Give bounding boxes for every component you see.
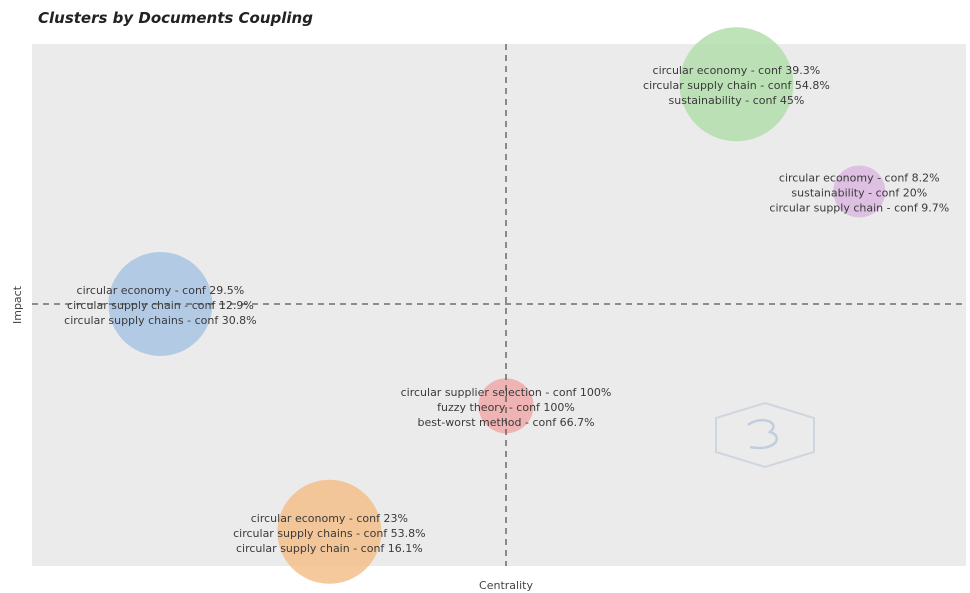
cluster-2-label-2: circular supply chain - conf 54.8%: [643, 79, 830, 92]
x-axis-label: Centrality: [479, 579, 533, 592]
cluster-2-label-3: sustainability - conf 45%: [669, 94, 805, 107]
cluster-5-label-1: circular economy - conf 23%: [251, 512, 408, 525]
cluster-bubble-1[interactable]: [108, 252, 213, 356]
cluster-3-label-1: circular economy - conf 8.2%: [779, 171, 940, 184]
cluster-1-label-3: circular supply chains - conf 30.8%: [64, 314, 257, 327]
cluster-3-label-2: sustainability - conf 20%: [791, 186, 927, 199]
chart-title: Clusters by Documents Coupling: [38, 9, 313, 27]
cluster-5-label-3: circular supply chain - conf 16.1%: [236, 542, 423, 555]
cluster-1-label-2: circular supply chain - conf 12.9%: [67, 299, 254, 312]
cluster-bubble-4[interactable]: [478, 378, 534, 434]
cluster-bubble-3[interactable]: [833, 165, 886, 218]
y-axis-label: Impact: [11, 285, 24, 324]
cluster-5-label-2: circular supply chains - conf 53.8%: [233, 527, 426, 540]
cluster-bubble-5[interactable]: [277, 479, 382, 584]
cluster-2-label-1: circular economy - conf 39.3%: [653, 64, 821, 77]
cluster-4-label-1: circular supplier selection - conf 100%: [401, 386, 612, 399]
cluster-1-label-1: circular economy - conf 29.5%: [77, 284, 245, 297]
cluster-4-label-3: best-worst method - conf 66.7%: [417, 416, 594, 429]
cluster-bubble-2[interactable]: [679, 27, 794, 142]
cluster-4-label-2: fuzzy theory - conf 100%: [437, 401, 575, 414]
watermark-logo: [715, 401, 815, 469]
cluster-3-label-3: circular supply chain - conf 9.7%: [769, 201, 949, 214]
